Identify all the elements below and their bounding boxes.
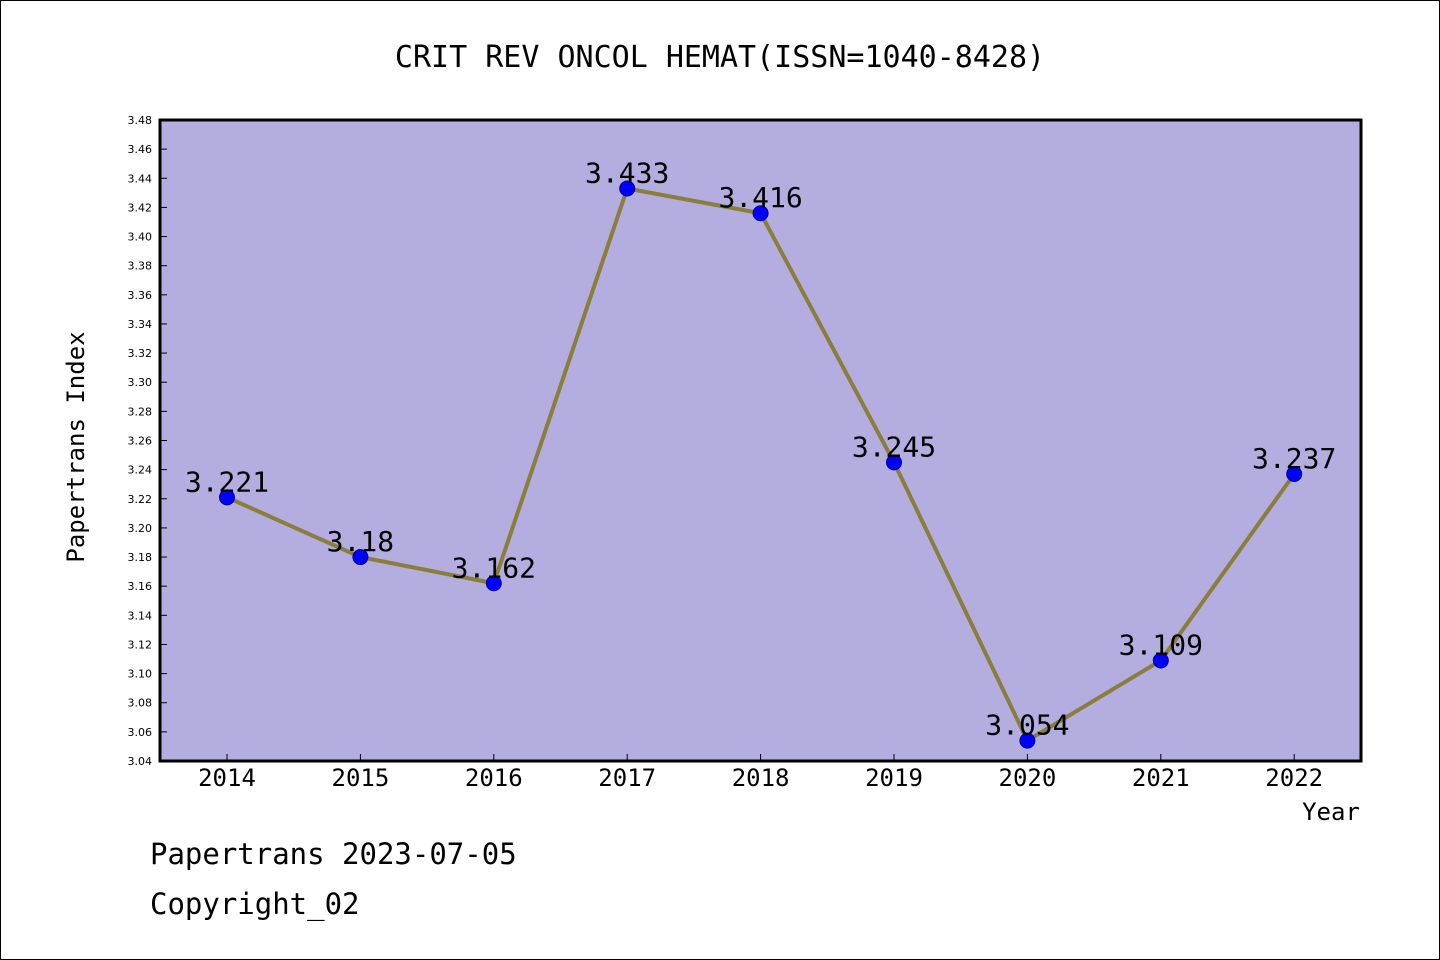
chart-title: CRIT REV ONCOL HEMAT(ISSN=1040-8428) (395, 40, 1045, 75)
y-tick-label: 3.28 (128, 405, 153, 418)
y-tick-label: 3.04 (128, 755, 153, 768)
data-point (485, 575, 502, 592)
y-tick-label: 3.08 (128, 697, 153, 710)
series-layer: 3.221 3.18 3.162 3.433 3.416 3.245 3.054 3.109 3… (185, 156, 1336, 749)
y-tick-label: 3.22 (128, 493, 153, 506)
data-label: 3.433 (585, 156, 669, 189)
footer-copyright: Copyright_02 (150, 887, 360, 922)
x-axis-label: Year (1302, 798, 1360, 826)
x-tick-label: 2021 (1132, 764, 1190, 792)
x-tick-label: 2015 (332, 764, 390, 792)
y-tick-label: 3.06 (128, 726, 153, 739)
y-tick-label: 3.30 (128, 376, 153, 389)
y-axis-ticks: 3.04 3.06 3.08 3.10 3.12 3.14 3.16 3.18 3.20 3.22… (128, 114, 167, 768)
y-axis-label: Papertrans Index (62, 331, 90, 562)
x-tick-label: 2020 (999, 764, 1057, 792)
y-tick-label: 3.44 (128, 172, 153, 185)
data-point (886, 454, 902, 471)
y-tick-label: 3.26 (128, 435, 153, 448)
footer-date: Papertrans 2023-07-05 (150, 837, 517, 871)
x-tick-label: 2016 (465, 764, 523, 792)
x-tick-label: 2022 (1265, 764, 1323, 792)
y-tick-label: 3.18 (128, 551, 153, 564)
y-tick-label: 3.40 (128, 231, 153, 244)
data-label: 3.416 (718, 181, 802, 214)
y-tick-label: 3.14 (128, 609, 153, 622)
y-tick-label: 3.10 (128, 668, 153, 681)
x-tick-label: 2019 (865, 764, 923, 792)
data-label: 3.162 (452, 551, 536, 584)
y-tick-label: 3.20 (128, 522, 153, 535)
data-label: 3.245 (852, 430, 936, 463)
x-tick-label: 2014 (198, 764, 256, 792)
x-tick-label: 2018 (732, 764, 790, 792)
y-tick-label: 3.42 (128, 201, 153, 214)
data-label: 3.109 (1119, 628, 1203, 661)
data-point (619, 180, 636, 197)
data-point (219, 489, 235, 506)
y-tick-label: 3.38 (128, 260, 153, 273)
data-point (1286, 466, 1303, 483)
y-tick-label: 3.12 (128, 638, 153, 651)
y-tick-label: 3.48 (128, 114, 153, 127)
y-tick-label: 3.46 (128, 143, 153, 156)
y-tick-label: 3.24 (128, 464, 153, 477)
x-axis-ticks: 2014 2015 2016 2017 2018 2019 2020 2021 2022 (198, 754, 1323, 792)
data-point (1019, 732, 1036, 749)
data-point (752, 205, 769, 222)
y-tick-label: 3.16 (128, 580, 153, 593)
data-label: 3.054 (985, 709, 1069, 742)
y-tick-label: 3.34 (128, 318, 153, 331)
y-tick-label: 3.32 (128, 347, 153, 360)
data-label: 3.221 (185, 465, 269, 498)
data-label: 3.18 (327, 525, 394, 558)
data-point (1152, 652, 1169, 669)
x-tick-label: 2017 (598, 764, 656, 792)
data-point (352, 549, 369, 566)
y-tick-label: 3.36 (128, 289, 153, 302)
data-label: 3.237 (1252, 442, 1336, 475)
